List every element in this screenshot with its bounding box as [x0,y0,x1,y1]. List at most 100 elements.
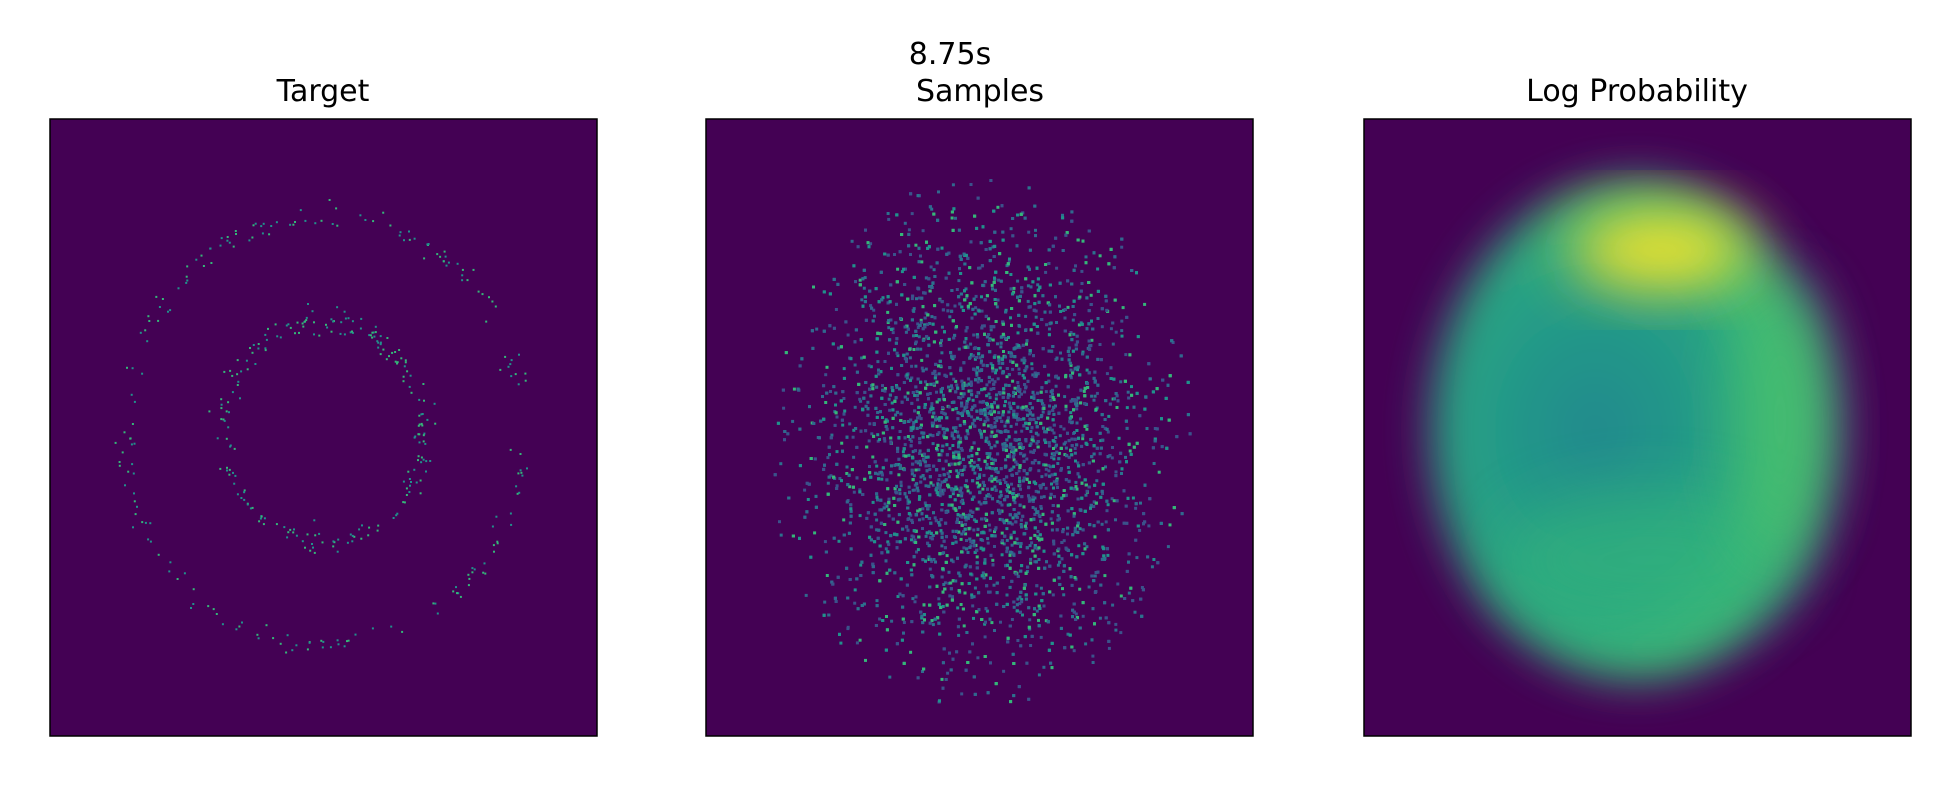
pixel [1001,442,1005,446]
pixel [405,487,408,490]
pixel [919,423,923,427]
pixel [919,347,923,351]
pixel [1029,285,1033,289]
pixel [1009,533,1013,537]
pixel [1059,310,1063,313]
pixel [1124,504,1128,508]
pixel [912,334,915,338]
pixel [403,365,406,368]
pixel [964,532,968,536]
pixel [302,325,305,328]
pixel [956,417,960,421]
pixel [840,441,844,445]
pixel [219,467,222,470]
pixel [1016,639,1020,642]
pixel [1103,574,1107,578]
pixel [1030,367,1034,371]
pixel [1018,602,1022,606]
pixel [347,639,350,642]
pixel [1071,318,1075,322]
pixel [1112,499,1116,503]
pixel [1023,390,1027,394]
pixel [837,539,841,543]
pixel [946,671,950,675]
pixel [960,582,964,586]
pixel [144,521,147,524]
pixel [434,602,437,605]
pixel [402,375,405,378]
pixel [1082,389,1086,393]
pixel [874,374,878,378]
pixel [1050,666,1054,670]
pixel [520,471,523,474]
pixel [1004,564,1007,568]
pixel [999,279,1003,283]
pixel [1037,558,1041,561]
pixel [946,303,950,307]
pixel [121,451,124,454]
pixel [285,651,288,654]
pixel [1010,307,1014,310]
pixel [1128,353,1132,357]
panel-title: Log Probability [1526,74,1748,109]
pixel [1049,661,1053,665]
pixel [249,507,252,510]
pixel [414,435,417,438]
pixel [1096,267,1100,271]
pixel [835,415,839,419]
pixel [970,515,974,518]
pixel [866,241,870,245]
pixel [468,577,471,580]
pixel [901,450,905,454]
pixel [881,619,885,622]
pixel [351,320,354,323]
pixel [986,537,990,541]
pixel [909,253,912,256]
pixel [515,485,518,488]
pixel [955,383,959,387]
pixel [983,622,987,626]
pixel [496,540,499,543]
pixel [422,440,425,443]
pixel [920,260,924,264]
pixel [862,355,866,359]
pixel [292,223,295,226]
pixel [1107,646,1111,650]
pixel [821,395,824,398]
pixel [346,640,348,643]
pixel [133,492,135,495]
pixel [308,641,311,644]
pixel [910,538,913,542]
pixel [332,540,335,543]
pixel [1064,446,1068,450]
pixel [883,387,887,391]
pixel [471,571,474,574]
pixel [831,342,835,346]
pixel [916,411,920,415]
pixel [959,272,963,275]
pixel [232,245,235,248]
pixel [1075,487,1079,491]
pixel [264,349,267,352]
pixel [343,645,346,648]
pixel [962,546,966,550]
pixel [1063,395,1067,399]
pixel [234,474,237,477]
pixel [404,361,407,364]
pixel [426,418,429,421]
pixel [953,333,957,337]
pixel [1016,331,1020,335]
pixel [1017,367,1021,371]
pixel [874,624,878,627]
pixel [998,416,1002,420]
pixel [1031,506,1035,509]
pixel [351,540,354,543]
pixel [921,507,925,511]
pixel [951,560,955,564]
pixel [185,281,188,284]
pixel [884,531,888,535]
pixel [1084,493,1088,497]
pixel [930,402,934,406]
pixel [1023,359,1027,363]
pixel [314,534,317,537]
